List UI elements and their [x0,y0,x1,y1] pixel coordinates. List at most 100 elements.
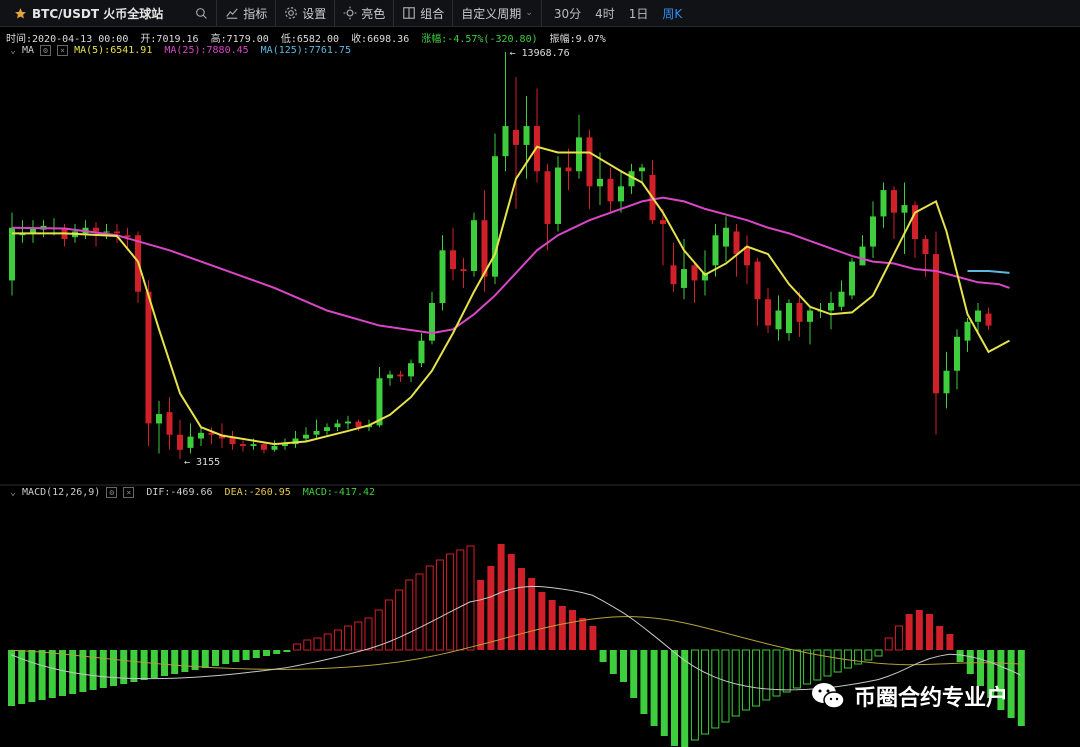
candle-body [124,235,131,238]
period-1w[interactable]: 周K [662,6,683,21]
candle-body [187,436,194,448]
candle-body [418,340,425,364]
dif-line [10,585,1022,691]
macd-bar [232,650,240,662]
star-icon[interactable] [14,7,27,20]
settings-button[interactable]: 设置 [284,5,326,22]
macd-bar [364,617,373,651]
candle-body [702,272,708,281]
candle-body [313,430,320,435]
candle-body [922,239,929,255]
indicators-label: 指标 [243,6,268,21]
theme-button[interactable]: 亮色 [343,5,385,22]
info-low: 低:6582.00 [280,34,340,45]
candle-body [954,336,960,371]
gear-icon [285,7,298,19]
period-1d[interactable]: 1日 [628,6,649,21]
macd-bar [323,633,332,651]
close-icon[interactable]: × [123,487,135,498]
candle-body [481,220,488,277]
candle-body [555,167,561,224]
chevron-down-icon[interactable]: ⌄ [10,487,17,498]
macd-bar [181,650,189,672]
symbol-label: BTC/USDT 火币全球站 [32,6,164,21]
candle-body [156,414,162,424]
macd-bar [395,589,404,651]
candle-body [334,423,341,428]
candle-body [933,254,939,394]
candle-body [628,171,635,187]
ma-name: MA [22,45,35,56]
macd-bar [936,626,944,650]
macd-bar [599,650,607,662]
dea-line [10,616,1021,670]
symbol-selector[interactable]: BTC/USDT 火币全球站 [14,5,163,22]
macd-bar [711,649,720,729]
macd-bar [487,566,495,650]
candle-body [786,302,792,334]
macd-bar [140,650,148,680]
macd-bar [833,649,842,673]
macd-bar [1007,650,1015,718]
macd-bar [660,650,668,736]
toolbar: BTC/USDT 火币全球站 指标 设置 亮色 组合 自定义周期 ⌄ 30分 4… [0,0,1080,27]
kline-chart[interactable]: ← 13968.76 ← 3155 [0,44,1080,747]
divider [216,0,218,26]
macd-bar [977,650,984,686]
candle-body [733,231,740,255]
candle-body [355,421,362,428]
candle-body [282,444,288,447]
macd-bar [497,544,505,650]
layout-button[interactable]: 组合 [402,5,444,22]
macd-bar [620,650,627,682]
search-icon[interactable] [195,7,208,20]
chart-icon [226,8,238,19]
period-30m[interactable]: 30分 [553,6,582,21]
ma5-value: MA(5):6541.91 [74,45,153,56]
macd-bar [28,650,36,702]
close-icon[interactable]: × [57,45,69,56]
macd-bar [558,606,566,650]
candle-body [492,156,498,277]
macd-bar [823,649,832,677]
macd-bar [374,609,383,651]
macd-bar [956,650,964,662]
period-4h[interactable]: 4时 [595,6,615,21]
low-annotation: ← 3155 [184,457,220,468]
high-annotation: ← 13968.76 [510,48,570,59]
chevron-down-icon[interactable]: ⌄ [10,45,17,56]
candle-body [145,291,152,424]
macd-bar [333,629,342,651]
candle-body [502,126,509,157]
macd-bar [344,625,353,651]
settings-icon[interactable]: ⚙ [40,45,52,56]
candle-body [943,370,950,394]
info-amplitude: 振幅:9.07% [549,34,606,45]
settings-icon[interactable]: ⚙ [106,487,118,498]
macd-name: MACD(12,26,9) [22,487,101,498]
ma-legend: ⌄ MA ⚙ × MA(5):6541.91 MA(25):7880.45 MA… [10,45,351,56]
macd-bar [384,599,393,651]
candle-body [670,265,677,285]
macd-bar [671,650,678,746]
info-open: 开:7019.16 [140,34,199,45]
candle-body [429,302,435,341]
candle-info: 时间:2020-04-13 00:00 开:7019.16 高:7179.00 … [6,30,606,45]
indicators-button[interactable]: 指标 [225,5,267,22]
macd-bar [466,545,475,651]
candle-body [838,291,845,307]
candle-body [870,216,876,247]
candle-body [450,250,456,270]
macd-bar [792,649,801,689]
sun-icon [343,6,357,20]
custom-period-dropdown[interactable]: 自定义周期 ⌄ [461,5,533,22]
watermark: 币圈合约专业户 [810,680,1008,712]
candle-body [250,444,257,447]
candle-body [607,178,614,202]
macd-bar [701,649,710,735]
macd-bar [38,650,46,700]
macd-bar [425,565,434,651]
candle-body [324,427,330,431]
candle-body [964,321,971,341]
macd-bar [263,650,270,656]
